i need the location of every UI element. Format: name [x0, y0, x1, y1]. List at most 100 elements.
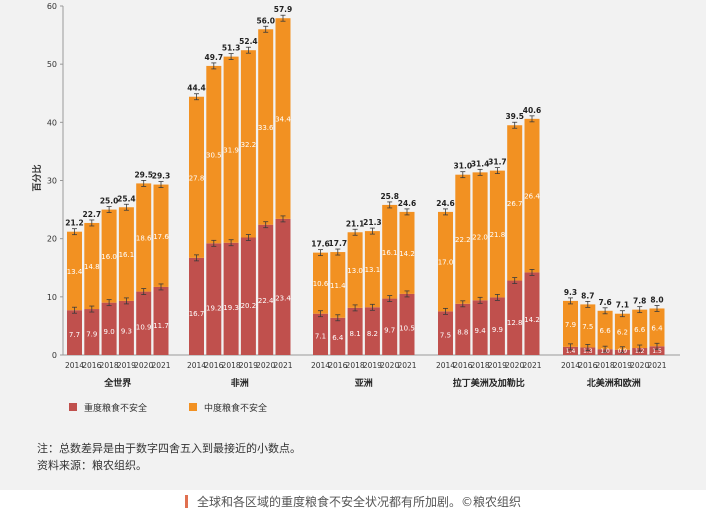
- bar-severe: [382, 298, 398, 355]
- moderate-value-label: 16.1: [382, 249, 398, 257]
- y-tick-label: 50: [47, 60, 57, 69]
- moderate-value-label: 17.6: [153, 233, 169, 241]
- total-value-label: 56.0: [256, 16, 275, 25]
- chart-panel: 0 10 20 30 40 50 60 百分比 21.2 13.4 7.7 2014 22.7 14.8 7…: [0, 0, 706, 490]
- bar-moderate: [223, 56, 239, 243]
- bar-moderate: [580, 304, 596, 348]
- y-tick-label: 60: [47, 2, 57, 11]
- bar-severe: [223, 242, 239, 355]
- moderate-value-label: 34.4: [275, 116, 291, 124]
- severe-value-label: 10.5: [399, 325, 415, 333]
- severe-value-label: 16.7: [189, 310, 205, 318]
- bar-moderate: [136, 183, 152, 292]
- severe-value-label: 7.7: [69, 331, 80, 339]
- severe-value-label: 9.4: [475, 327, 487, 335]
- bar-moderate: [632, 309, 648, 349]
- severe-value-label: 7.5: [440, 332, 451, 340]
- bar-severe: [258, 224, 274, 355]
- bar-moderate: [189, 96, 204, 258]
- severe-value-label: 23.4: [275, 295, 291, 303]
- total-value-label: 25.8: [380, 192, 399, 201]
- severe-value-label: 1.4: [566, 348, 576, 355]
- x-tick-label: 2020: [134, 361, 153, 370]
- moderate-value-label: 21.8: [490, 231, 506, 239]
- note-rounding: 注：总数差异是由于数字四舍五入到最接近的小数点。: [37, 442, 301, 455]
- x-tick-label: 2016: [328, 361, 347, 370]
- figure-caption: 全球和各区域的重度粮食不安全状况都有所加剧。©粮农组织: [0, 490, 706, 513]
- total-value-label: 21.2: [65, 219, 84, 228]
- bar-severe: [472, 300, 488, 355]
- bar-moderate: [118, 207, 134, 301]
- total-value-label: 29.3: [152, 172, 171, 181]
- bar-moderate: [84, 222, 100, 310]
- x-tick-label: 2018: [222, 361, 241, 370]
- bar-severe: [489, 297, 505, 355]
- total-value-label: 29.5: [134, 170, 153, 179]
- moderate-value-label: 11.4: [330, 282, 346, 290]
- total-value-label: 9.3: [564, 288, 577, 297]
- bar-severe: [189, 257, 204, 355]
- moderate-value-label: 6.6: [600, 327, 612, 335]
- severe-value-label: 6.4: [332, 334, 344, 342]
- total-value-label: 44.4: [187, 84, 206, 93]
- x-tick-label: 2019: [363, 361, 382, 370]
- bar-moderate: [206, 65, 222, 244]
- bar-moderate: [507, 125, 523, 281]
- severe-value-label: 19.2: [206, 304, 222, 312]
- moderate-value-label: 7.9: [565, 321, 576, 329]
- bar-severe: [136, 291, 152, 355]
- bar-moderate: [649, 308, 665, 347]
- moderate-value-label: 31.9: [223, 147, 239, 155]
- bar-moderate: [153, 184, 169, 287]
- bar-severe: [632, 348, 648, 355]
- x-tick-label: 2014: [187, 361, 206, 370]
- legend-label-moderate: 中度粮食不安全: [204, 402, 267, 414]
- severe-value-label: 20.2: [241, 302, 257, 310]
- total-value-label: 22.7: [83, 210, 102, 219]
- bar-severe: [67, 310, 82, 355]
- severe-value-label: 9.9: [492, 326, 503, 334]
- bar-severe: [240, 237, 256, 355]
- moderate-value-label: 32.2: [241, 141, 257, 149]
- severe-value-label: 8.2: [367, 330, 378, 338]
- bar-severe: [84, 309, 100, 355]
- group-label: 北美洲和欧洲: [587, 377, 641, 389]
- bar-severe: [275, 218, 291, 355]
- bar-moderate: [524, 118, 540, 273]
- bar-severe: [438, 311, 453, 355]
- x-tick-label: 2019: [239, 361, 258, 370]
- bar-moderate: [101, 209, 117, 303]
- bar-moderate: [489, 170, 505, 298]
- legend-label-severe: 重度粮食不安全: [84, 402, 147, 414]
- severe-value-label: 0.9: [618, 348, 628, 355]
- total-value-label: 31.7: [488, 158, 507, 167]
- x-tick-label: 2014: [436, 361, 455, 370]
- x-tick-label: 2016: [204, 361, 223, 370]
- total-value-label: 31.0: [454, 162, 473, 171]
- moderate-value-label: 13.4: [67, 268, 83, 276]
- x-tick-label: 2021: [647, 361, 666, 370]
- severe-value-label: 8.8: [457, 329, 468, 337]
- severe-value-label: 9.3: [121, 327, 132, 335]
- x-tick-label: 2018: [100, 361, 119, 370]
- bar-severe: [563, 346, 578, 355]
- moderate-value-label: 16.1: [119, 251, 135, 259]
- bar-severe: [330, 317, 346, 355]
- moderate-value-label: 26.7: [507, 200, 523, 208]
- severe-value-label: 7.1: [315, 332, 326, 340]
- bar-severe: [580, 347, 596, 355]
- bar-moderate: [563, 300, 578, 347]
- caption-text: 全球和各区域的重度粮食不安全状况都有所加剧。©粮农组织: [196, 495, 521, 509]
- bar-moderate: [275, 18, 291, 219]
- bar-severe: [507, 280, 523, 355]
- severe-value-label: 1.3: [583, 348, 593, 355]
- severe-value-label: 10.9: [136, 324, 152, 332]
- severe-value-label: 14.2: [524, 316, 540, 324]
- note-source: 资料来源：粮农组织。: [37, 459, 147, 472]
- x-tick-label: 2021: [151, 361, 170, 370]
- moderate-value-label: 7.5: [582, 323, 593, 331]
- x-tick-label: 2014: [561, 361, 580, 370]
- x-tick-label: 2014: [65, 361, 84, 370]
- x-tick-label: 2021: [273, 361, 292, 370]
- x-tick-label: 2019: [613, 361, 632, 370]
